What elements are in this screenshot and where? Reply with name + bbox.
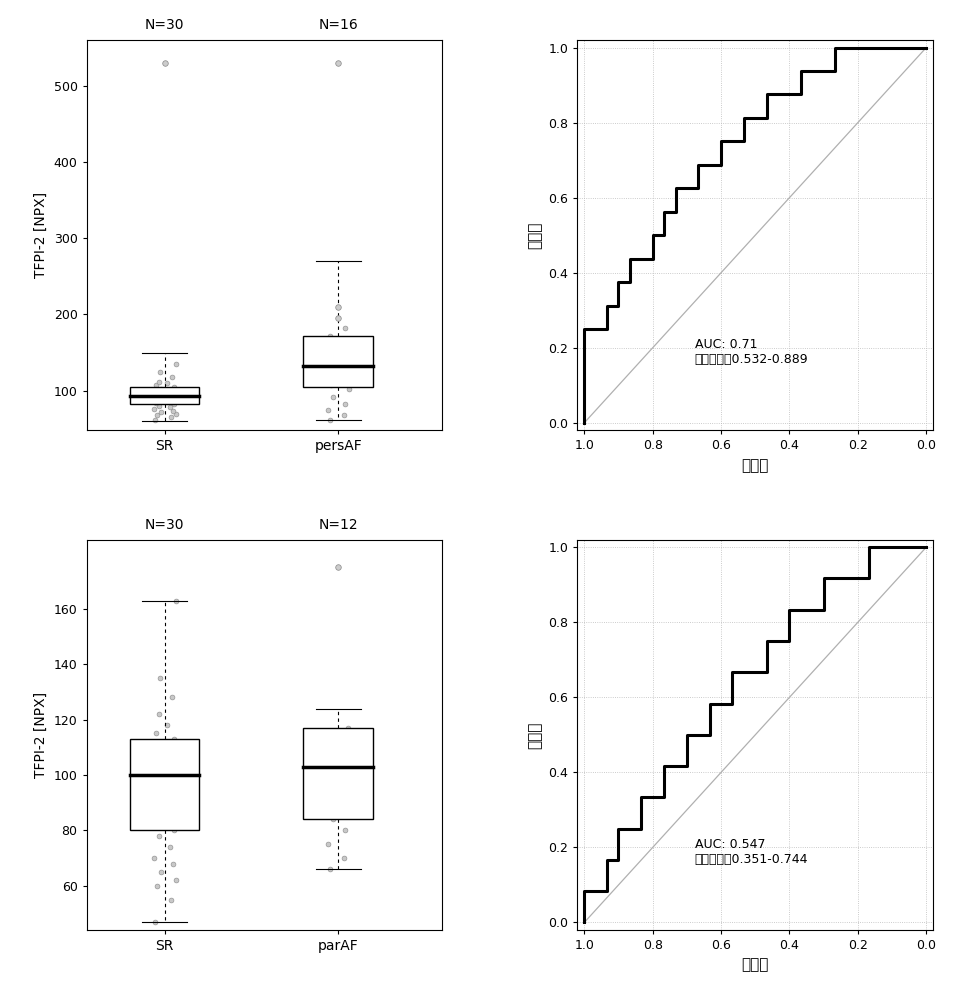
Bar xyxy=(130,387,199,404)
Text: N=30: N=30 xyxy=(145,518,185,532)
Bar xyxy=(130,739,199,830)
Text: N=12: N=12 xyxy=(318,518,357,532)
Y-axis label: TFPI-2 [NPX]: TFPI-2 [NPX] xyxy=(34,692,48,778)
Text: AUC: 0.71
置信区间：0.532-0.889: AUC: 0.71 置信区间：0.532-0.889 xyxy=(694,338,807,366)
Y-axis label: TFPI-2 [NPX]: TFPI-2 [NPX] xyxy=(34,192,48,278)
Text: AUC: 0.547
置信区间：0.351-0.744: AUC: 0.547 置信区间：0.351-0.744 xyxy=(694,838,807,866)
Y-axis label: 敏感性: 敏感性 xyxy=(528,721,542,749)
Bar xyxy=(303,728,373,819)
X-axis label: 特异性: 特异性 xyxy=(741,958,768,973)
Y-axis label: 敏感性: 敏感性 xyxy=(528,221,542,249)
Text: N=16: N=16 xyxy=(318,18,357,32)
Text: N=30: N=30 xyxy=(145,18,185,32)
Bar xyxy=(303,336,373,387)
X-axis label: 特异性: 特异性 xyxy=(741,458,768,473)
